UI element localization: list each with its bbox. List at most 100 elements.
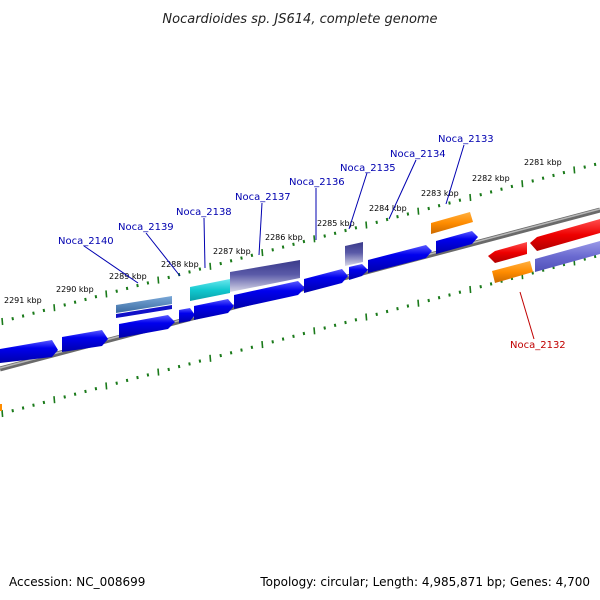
gene-label-noca-2135[interactable]: Noca_2135 <box>340 163 396 174</box>
gene-label-noca-2136[interactable]: Noca_2136 <box>289 177 345 188</box>
minor-tick <box>146 373 150 377</box>
gene-label-noca-2134[interactable]: Noca_2134 <box>390 149 446 160</box>
kbp-label: 2282 kbp <box>472 174 510 183</box>
minor-tick <box>292 334 295 338</box>
gene-arrow[interactable] <box>436 231 478 254</box>
gene-block[interactable] <box>0 404 2 411</box>
gene-label-noca-2133[interactable]: Noca_2133 <box>438 134 494 145</box>
minor-tick <box>479 285 482 289</box>
gene-block[interactable] <box>190 279 230 301</box>
minor-tick <box>354 318 358 322</box>
major-tick <box>521 180 524 188</box>
gene-block[interactable] <box>116 305 172 318</box>
minor-tick <box>219 261 222 266</box>
kbp-label: 2286 kbp <box>265 233 303 242</box>
minor-tick <box>177 364 181 369</box>
minor-tick <box>292 242 295 246</box>
gene-block[interactable] <box>431 212 473 234</box>
minor-tick <box>385 309 389 314</box>
minor-tick <box>354 226 358 230</box>
map-title: Nocardioides sp. JS614, complete genome <box>162 12 437 27</box>
minor-tick <box>42 400 46 405</box>
minor-tick <box>323 326 326 330</box>
minor-tick <box>281 337 285 341</box>
minor-tick <box>531 179 534 183</box>
accession-text: Accession: NC_008699 <box>9 575 145 589</box>
major-tick <box>1 409 4 418</box>
gene-label-leaders <box>83 144 535 340</box>
kbp-label: 2281 kbp <box>524 158 562 167</box>
minor-tick <box>11 317 14 321</box>
kbp-scale-upper <box>1 162 597 326</box>
major-tick <box>365 221 368 229</box>
gene-arrow[interactable] <box>179 308 195 323</box>
gene-arrow[interactable] <box>349 264 368 280</box>
gene-arrow[interactable] <box>62 330 108 352</box>
major-tick <box>261 249 264 257</box>
major-tick <box>313 235 316 243</box>
major-tick <box>573 166 576 174</box>
minor-tick <box>240 348 243 352</box>
major-tick <box>417 299 420 307</box>
major-tick <box>209 354 212 362</box>
minor-tick <box>11 409 14 413</box>
minor-tick <box>84 389 87 394</box>
minor-tick <box>32 403 35 407</box>
minor-tick <box>344 320 347 325</box>
minor-tick <box>188 270 191 274</box>
minor-tick <box>219 353 222 358</box>
minor-tick <box>229 351 233 355</box>
gene-label-noca-2140[interactable]: Noca_2140 <box>58 236 114 247</box>
gene-arrow[interactable] <box>488 242 527 263</box>
kbp-label: 2291 kbp <box>4 296 42 305</box>
gene-block[interactable] <box>492 261 533 283</box>
minor-tick <box>271 248 274 252</box>
major-tick <box>53 304 56 312</box>
major-tick <box>209 262 212 270</box>
minor-tick <box>489 190 493 194</box>
minor-tick <box>115 289 118 293</box>
gene-label-noca-2137[interactable]: Noca_2137 <box>235 192 291 203</box>
minor-tick <box>500 187 503 191</box>
kbp-labels: 2291 kbp 2290 kbp 2289 kbp 2288 kbp 2287… <box>4 158 562 305</box>
gene-label-noca-2138[interactable]: Noca_2138 <box>176 207 232 218</box>
gene-arrow[interactable] <box>194 299 234 320</box>
gene-arrow[interactable] <box>119 315 175 338</box>
minor-tick <box>115 381 118 385</box>
minor-tick <box>167 367 170 372</box>
gene-arrow[interactable] <box>368 245 432 273</box>
minor-tick <box>73 300 77 304</box>
minor-tick <box>94 295 98 299</box>
gene-block[interactable] <box>535 241 600 272</box>
kbp-label: 2283 kbp <box>421 189 459 198</box>
minor-tick <box>437 204 441 208</box>
minor-tick <box>333 323 337 327</box>
minor-tick <box>541 176 545 180</box>
major-tick <box>1 317 4 326</box>
minor-tick <box>21 314 25 318</box>
gene-arrow[interactable] <box>530 219 600 251</box>
gene-arrow[interactable] <box>304 269 348 293</box>
minor-tick <box>136 283 139 288</box>
topology-text: Topology: circular; Length: 4,985,871 bp… <box>259 575 590 589</box>
gene-arrow[interactable] <box>0 340 58 363</box>
gene-arrow[interactable] <box>234 281 305 309</box>
minor-tick <box>167 275 170 280</box>
major-tick <box>261 341 264 349</box>
minor-tick <box>302 331 306 336</box>
major-tick <box>313 327 316 335</box>
minor-tick <box>333 231 337 235</box>
gene-label-noca-2132[interactable]: Noca_2132 <box>510 340 566 351</box>
kbp-label: 2284 kbp <box>369 204 407 213</box>
minor-tick <box>198 359 202 363</box>
major-tick <box>365 313 368 321</box>
gene-block[interactable] <box>116 296 172 313</box>
gene-block[interactable] <box>345 242 363 266</box>
minor-tick <box>458 290 462 294</box>
minor-tick <box>427 298 430 303</box>
gene-block[interactable] <box>230 260 300 292</box>
kbp-label: 2290 kbp <box>56 285 94 294</box>
gene-labels: Noca_2140 Noca_2139 Noca_2138 Noca_2137 … <box>58 134 566 351</box>
gene-label-noca-2139[interactable]: Noca_2139 <box>118 222 174 233</box>
minor-tick <box>63 395 66 399</box>
